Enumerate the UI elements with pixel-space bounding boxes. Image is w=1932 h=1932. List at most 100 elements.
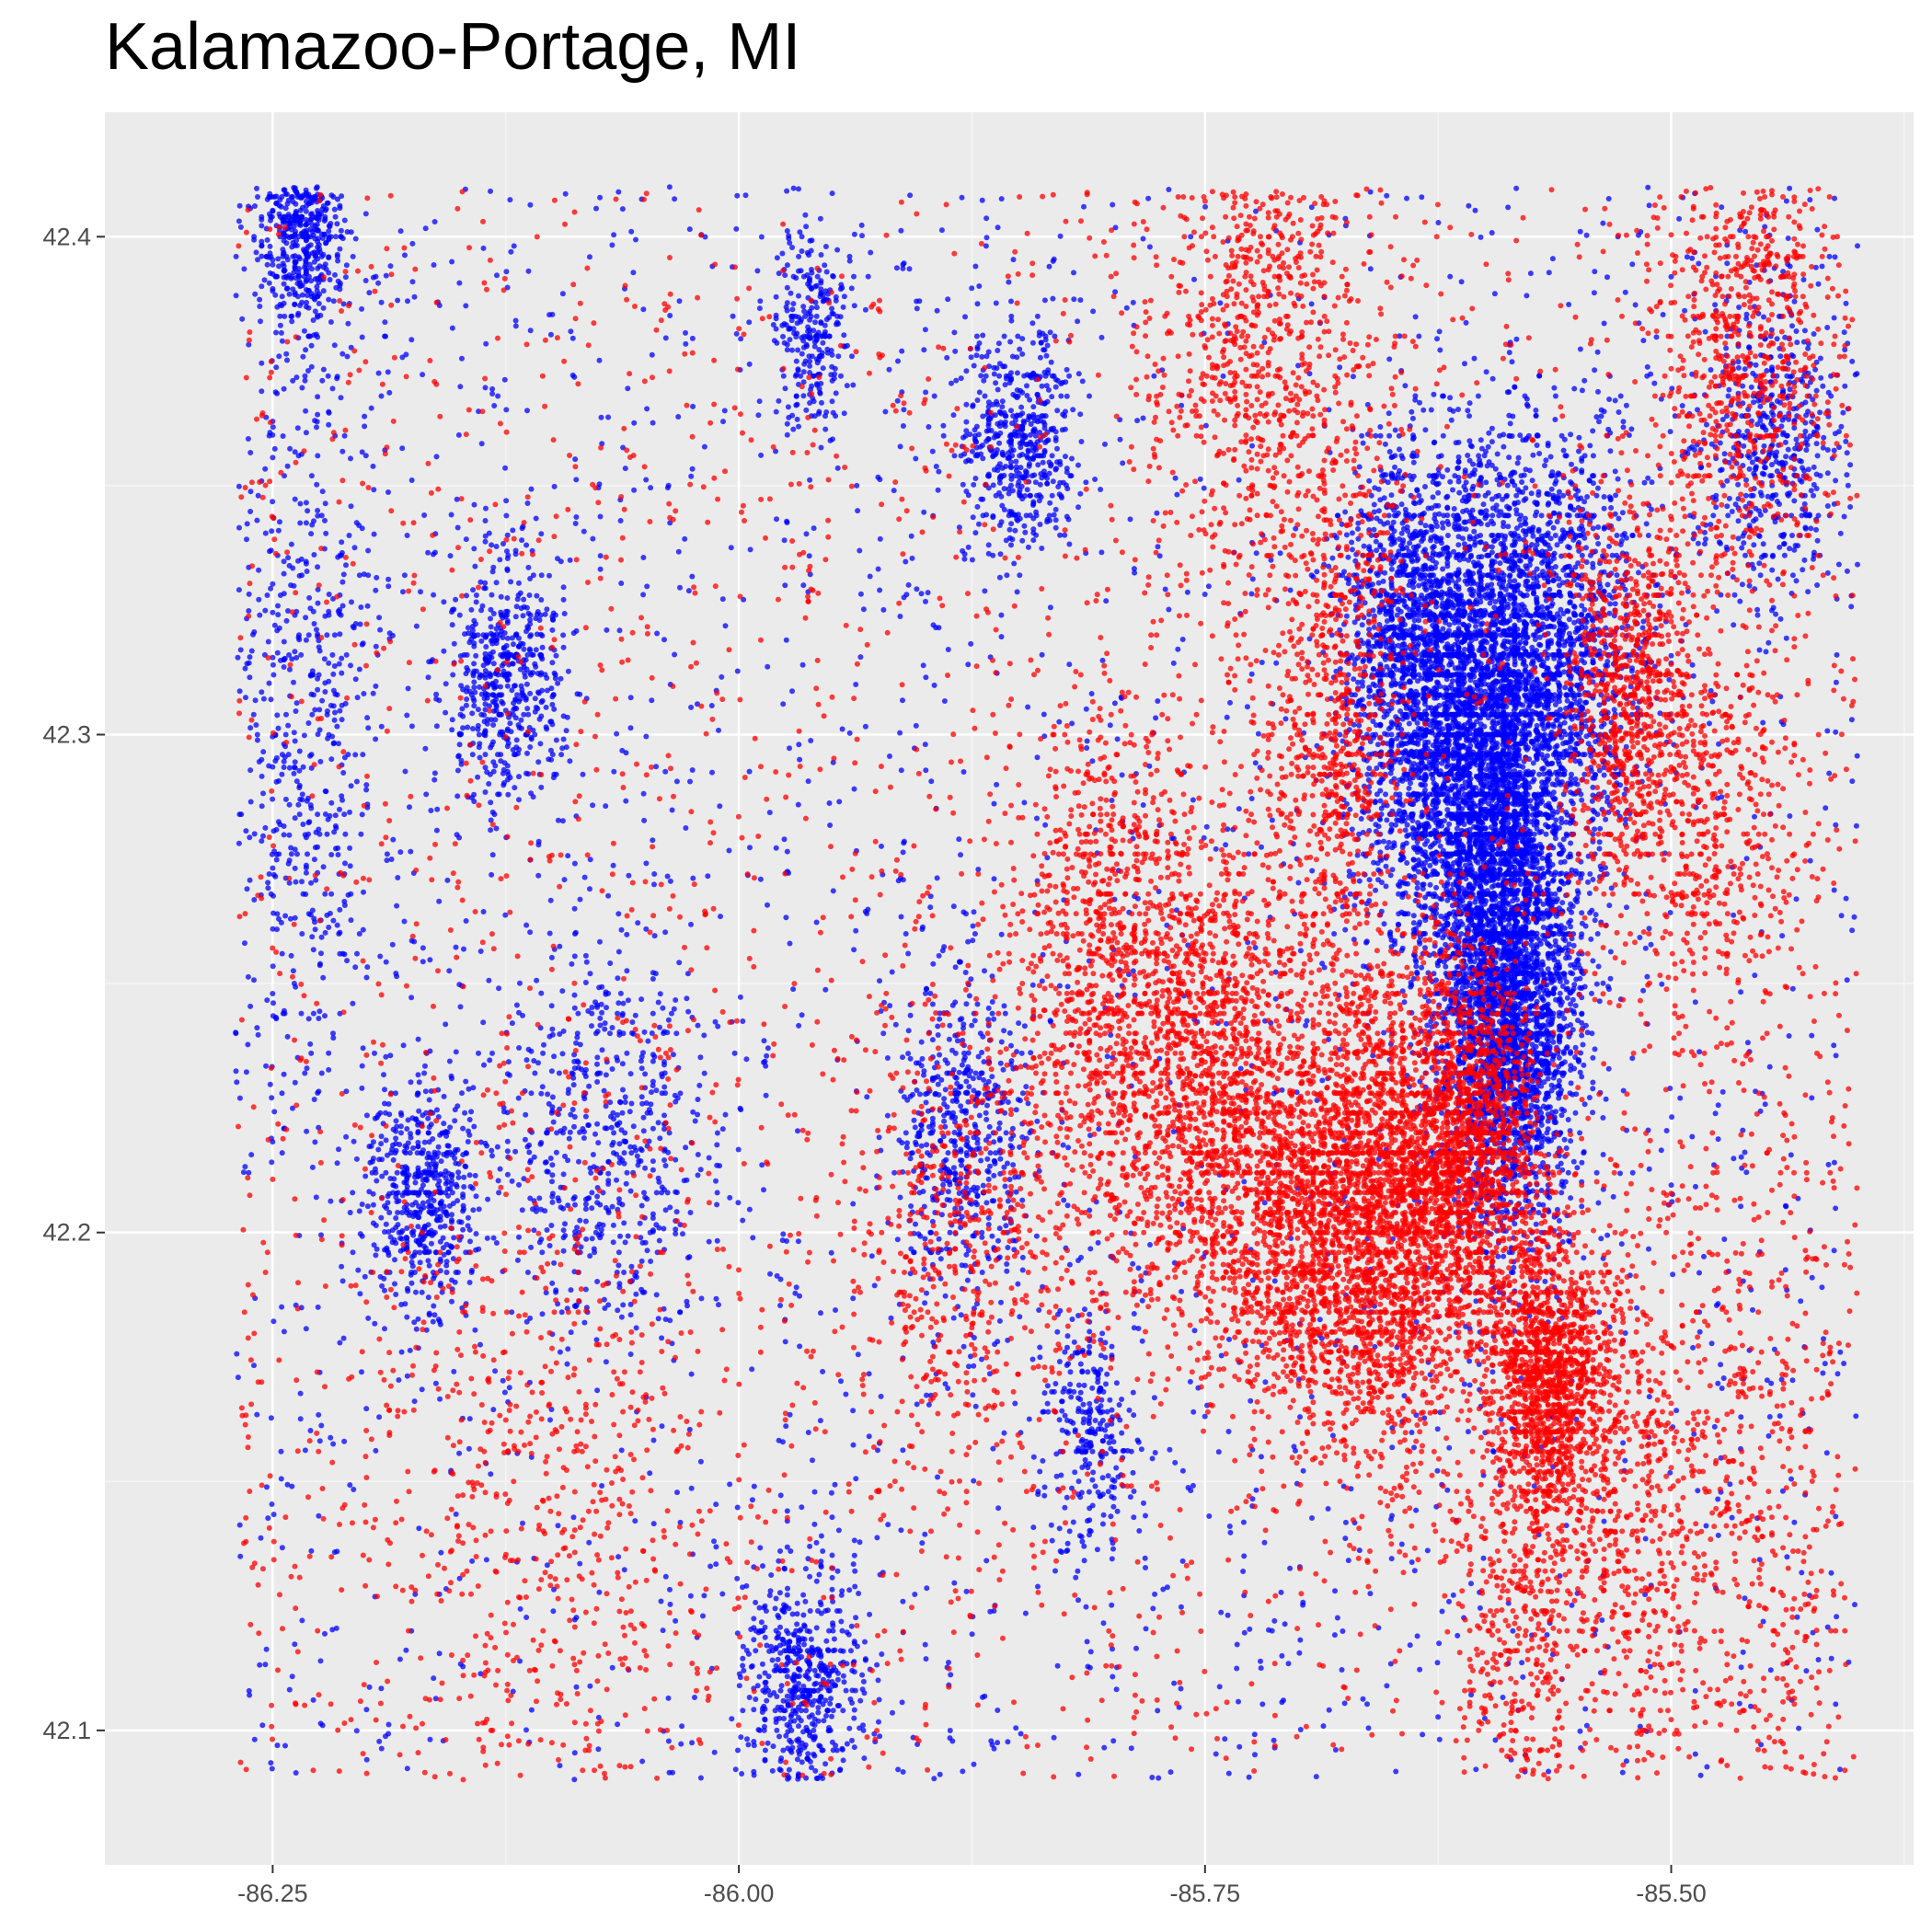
point-blue xyxy=(666,1018,672,1023)
point-blue xyxy=(1833,477,1838,483)
point-blue xyxy=(880,607,886,613)
point-blue xyxy=(245,521,250,526)
point-blue xyxy=(1696,261,1701,267)
point-blue xyxy=(1787,1033,1792,1039)
point-blue xyxy=(1524,293,1529,298)
point-blue xyxy=(405,1374,410,1379)
point-blue xyxy=(784,638,789,643)
point-blue xyxy=(264,1484,270,1489)
point-blue xyxy=(806,778,811,784)
point-blue xyxy=(246,608,251,614)
point-blue xyxy=(1852,1602,1857,1607)
point-blue xyxy=(787,745,792,751)
point-blue xyxy=(645,1248,650,1253)
point-blue xyxy=(782,836,788,842)
point-blue xyxy=(461,1184,466,1190)
point-blue xyxy=(1217,1684,1223,1689)
point-blue xyxy=(885,1522,891,1527)
point-blue xyxy=(428,808,433,813)
point-blue xyxy=(618,518,624,523)
point-blue xyxy=(596,1590,602,1595)
point-blue xyxy=(853,682,858,687)
point-blue xyxy=(1376,779,1382,785)
point-blue xyxy=(1507,572,1512,578)
point-blue xyxy=(1088,1649,1094,1654)
point-blue xyxy=(1047,264,1052,270)
point-blue xyxy=(901,407,906,412)
point-blue xyxy=(689,1372,695,1377)
point-blue xyxy=(308,880,314,886)
point-blue xyxy=(604,627,609,633)
point-blue xyxy=(342,860,348,866)
point-blue xyxy=(1225,715,1230,720)
point-blue xyxy=(1506,389,1512,395)
point-blue xyxy=(508,249,513,255)
point-blue xyxy=(777,1303,783,1308)
point-blue xyxy=(923,742,928,747)
point-blue xyxy=(1309,1515,1315,1521)
point-blue xyxy=(594,1054,600,1060)
point-blue xyxy=(898,228,903,234)
point-blue xyxy=(337,907,342,913)
point-blue xyxy=(615,1554,621,1559)
point-blue xyxy=(1236,806,1242,811)
point-blue xyxy=(1436,1640,1442,1646)
point-blue xyxy=(1578,229,1583,235)
point-blue xyxy=(1777,545,1782,550)
point-blue xyxy=(667,184,673,190)
point-blue xyxy=(935,308,940,314)
point-blue xyxy=(1730,1515,1735,1521)
point-blue xyxy=(818,216,823,222)
point-blue xyxy=(1427,863,1432,868)
point-blue xyxy=(946,1660,951,1665)
point-blue xyxy=(1765,640,1771,646)
point-blue xyxy=(405,1765,410,1771)
point-blue xyxy=(293,1770,299,1776)
point-blue xyxy=(1404,196,1409,201)
point-blue xyxy=(615,190,621,195)
point-blue xyxy=(311,1697,316,1703)
point-blue xyxy=(1427,791,1432,797)
point-blue xyxy=(959,375,964,381)
point-blue xyxy=(1834,1052,1839,1058)
point-blue xyxy=(1413,832,1419,837)
point-blue xyxy=(1645,364,1650,370)
point-blue xyxy=(1451,1593,1456,1598)
point-blue xyxy=(1807,197,1812,202)
point-blue xyxy=(598,567,604,572)
point-blue xyxy=(390,837,396,843)
point-blue xyxy=(902,839,907,845)
point-blue xyxy=(519,537,524,543)
point-blue xyxy=(562,1221,568,1226)
point-blue xyxy=(1640,338,1646,343)
point-blue xyxy=(765,1045,771,1051)
point-blue xyxy=(1595,350,1601,355)
point-blue xyxy=(953,964,959,970)
point-blue xyxy=(617,1234,623,1239)
point-blue xyxy=(796,1023,801,1029)
point-blue xyxy=(502,377,508,383)
point-blue xyxy=(1221,374,1226,379)
point-blue xyxy=(1590,1110,1595,1115)
point-blue xyxy=(1335,1616,1340,1621)
point-blue xyxy=(459,356,465,362)
point-blue xyxy=(1690,1345,1696,1351)
point-blue xyxy=(264,1647,270,1652)
point-blue xyxy=(962,314,968,319)
point-blue xyxy=(856,1591,861,1596)
point-blue xyxy=(1163,587,1168,592)
point-blue xyxy=(733,1766,739,1772)
point-blue xyxy=(386,1722,392,1728)
point-blue xyxy=(698,1776,704,1781)
point-blue xyxy=(534,516,539,522)
point-blue xyxy=(1854,823,1859,829)
point-blue xyxy=(988,1738,994,1743)
point-blue xyxy=(1510,359,1515,364)
point-blue xyxy=(1839,913,1845,918)
point-blue xyxy=(510,1179,515,1184)
point-blue xyxy=(1737,1701,1742,1707)
point-blue xyxy=(1623,290,1628,295)
point-blue xyxy=(644,583,650,589)
point-blue xyxy=(1241,1179,1247,1184)
point-blue xyxy=(897,730,903,736)
